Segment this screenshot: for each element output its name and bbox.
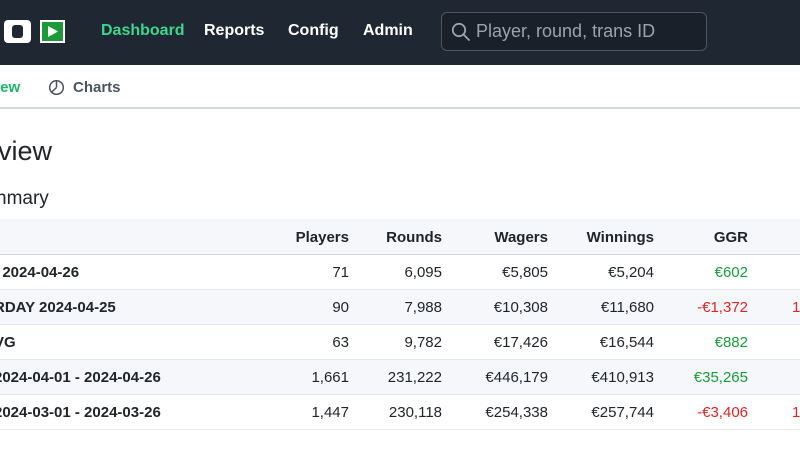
table-row: 2024-04-01 - 2024-04-26 1,661 231,222 €4… [0, 360, 800, 395]
row-label: 2024-04-01 - 2024-04-26 [0, 369, 161, 386]
cell-wagers: €446,179 [485, 369, 548, 386]
view-tabs: iew Charts [0, 65, 800, 109]
cell-rounds: 230,118 [388, 404, 442, 421]
cell-rounds: 7,988 [404, 299, 442, 316]
cell-players: 63 [332, 334, 349, 351]
header-winnings[interactable]: Winnings [586, 229, 654, 246]
nav-reports[interactable]: Reports [204, 22, 265, 39]
cell-players: 1,661 [311, 369, 349, 386]
cell-ggr: -€3,406 [697, 404, 748, 421]
search-input[interactable] [476, 13, 701, 50]
header-wagers[interactable]: Wagers [494, 229, 548, 246]
cell-rounds: 6,095 [404, 264, 442, 281]
cell-players: 90 [332, 299, 349, 316]
cell-ggr: -€1,372 [697, 299, 748, 316]
table-row: 2024-03-01 - 2024-03-26 1,447 230,118 €2… [0, 395, 800, 430]
summary-table: Players Rounds Wagers Winnings GGR / 202… [0, 219, 800, 430]
header-rounds[interactable]: Rounds [386, 229, 442, 246]
nav-dashboard[interactable]: Dashboard [101, 22, 185, 39]
cell-winnings: €5,204 [608, 264, 654, 281]
tab-overview[interactable]: iew [0, 79, 21, 96]
search-icon [451, 22, 471, 47]
search-box[interactable] [441, 12, 707, 51]
table-row: RDAY 2024-04-25 90 7,988 €10,308 €11,680… [0, 290, 800, 325]
row-label: / 2024-04-26 [0, 264, 80, 281]
cell-rounds: 9,782 [404, 334, 442, 351]
cell-wagers: €254,338 [485, 404, 548, 421]
header-players[interactable]: Players [295, 229, 349, 246]
logo-icon[interactable] [4, 20, 31, 43]
table-header: Players Rounds Wagers Winnings GGR [0, 219, 800, 255]
cell-winnings: €410,913 [591, 369, 654, 386]
tab-charts-label: Charts [73, 79, 121, 96]
table-row: VG 63 9,782 €17,426 €16,544 €882 [0, 325, 800, 360]
page-title: view [0, 136, 53, 166]
play-logo-icon[interactable] [40, 20, 65, 43]
cell-wagers: €10,308 [493, 299, 548, 316]
cell-winnings: €11,680 [600, 299, 654, 316]
cell-overflow: 1 [792, 404, 800, 421]
row-label: RDAY 2024-04-25 [0, 299, 116, 316]
cell-ggr: €882 [714, 334, 748, 351]
cell-wagers: €5,805 [502, 264, 548, 281]
cell-winnings: €257,744 [591, 404, 654, 421]
cell-wagers: €17,426 [493, 334, 548, 351]
nav-config[interactable]: Config [288, 22, 339, 39]
row-label: 2024-03-01 - 2024-03-26 [0, 404, 161, 421]
table-row: / 2024-04-26 71 6,095 €5,805 €5,204 €602 [0, 255, 800, 290]
nav-admin[interactable]: Admin [363, 22, 413, 39]
cell-ggr: €35,265 [693, 369, 748, 386]
cell-winnings: €16,544 [599, 334, 654, 351]
cell-players: 1,447 [311, 404, 349, 421]
cell-ggr: €602 [714, 264, 748, 281]
cell-players: 71 [332, 264, 349, 281]
top-navbar: Dashboard Reports Config Admin [0, 0, 800, 65]
row-label: VG [0, 334, 16, 351]
cell-rounds: 231,222 [387, 369, 442, 386]
header-ggr[interactable]: GGR [713, 229, 748, 246]
pie-chart-icon [48, 79, 65, 100]
cell-overflow: 1 [792, 299, 800, 316]
section-title: nmary [0, 188, 49, 209]
